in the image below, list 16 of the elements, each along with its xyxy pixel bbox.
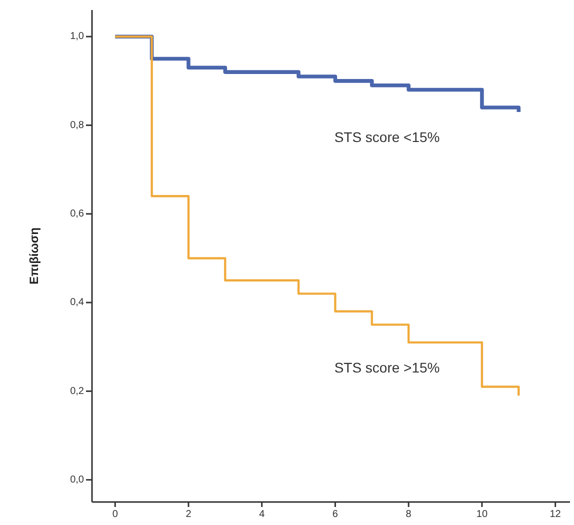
y-axis-title: Επιβίωση <box>27 228 41 284</box>
x-tick-label: 10 <box>476 509 488 520</box>
x-tick-label: 0 <box>112 509 118 520</box>
text: STS score <15% <box>334 129 440 146</box>
x-tick-label: 6 <box>332 509 338 520</box>
y-tick-label: 0,8 <box>70 120 84 131</box>
y-tick-label: 1,0 <box>70 31 84 42</box>
y-tick-label: 0,4 <box>70 297 84 308</box>
y-tick-label: 0,6 <box>70 208 84 220</box>
x-tick-label: 12 <box>550 509 562 520</box>
x-tick-label: 8 <box>406 509 412 520</box>
y-tick-label: 0,0 <box>70 474 84 486</box>
x-tick-label: 2 <box>186 509 192 520</box>
y-tick-label: 0,2 <box>70 386 84 397</box>
series-label: STS score >15% <box>334 360 440 376</box>
x-tick-label: 4 <box>259 509 266 520</box>
